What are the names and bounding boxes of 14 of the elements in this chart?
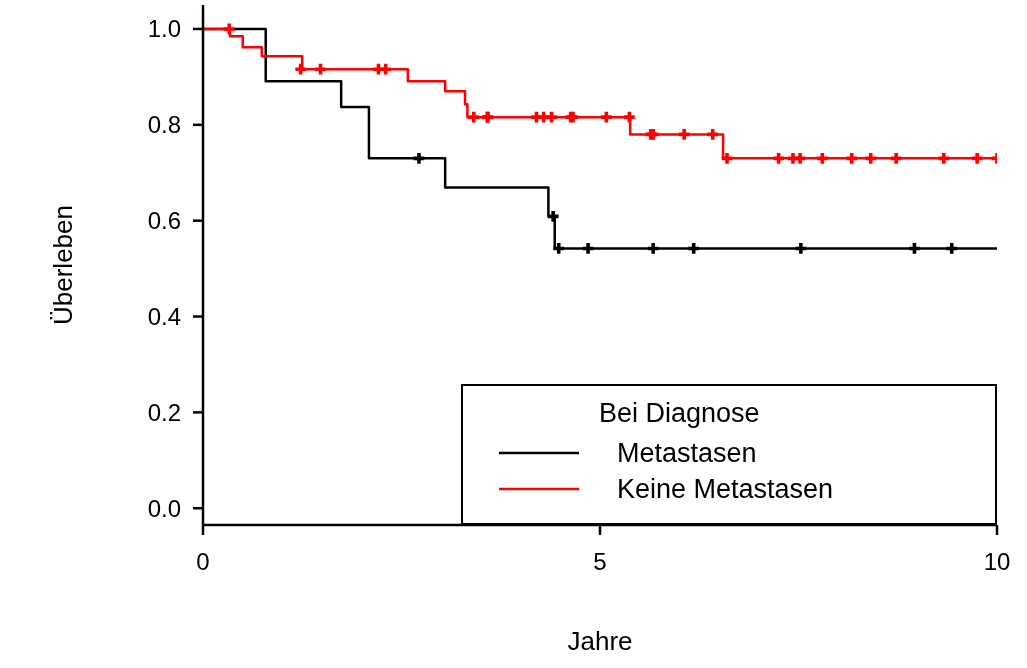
y-tick-label: 0.0 — [147, 494, 181, 522]
legend-label: Keine Metastasen — [617, 473, 834, 505]
x-tick-label: 5 — [593, 548, 607, 576]
legend-label: Metastasen — [617, 437, 757, 469]
y-tick-label: 0.2 — [147, 398, 181, 426]
y-tick-label: 0.4 — [147, 303, 181, 331]
legend-title: Bei Diagnose — [599, 398, 761, 429]
y-tick-label: 0.8 — [147, 111, 181, 139]
x-tick-label: 10 — [983, 548, 1011, 576]
y-axis-title: Überleben — [48, 205, 79, 325]
x-axis-title: Jahre — [567, 626, 633, 656]
y-tick-label: 0.6 — [147, 207, 181, 235]
y-tick-label: 1.0 — [147, 15, 181, 43]
x-tick-label: 0 — [196, 548, 210, 576]
